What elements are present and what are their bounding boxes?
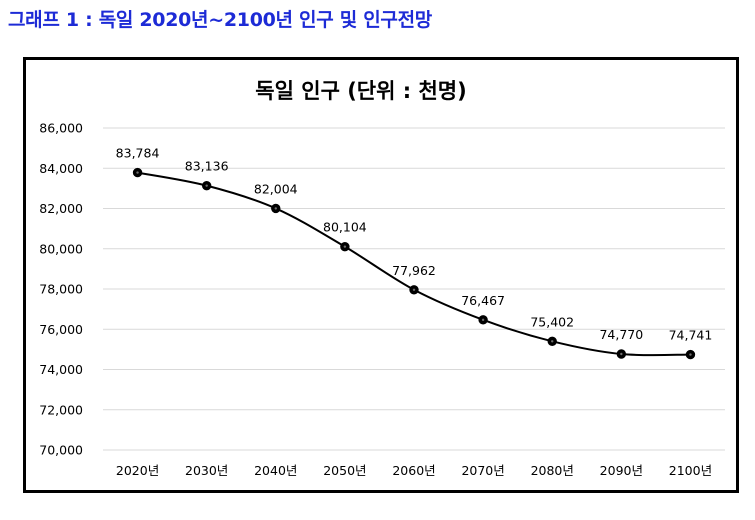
data-label: 80,104	[323, 220, 367, 235]
x-tick-label: 2080년	[531, 463, 574, 478]
y-tick-label: 80,000	[39, 241, 83, 256]
data-point-marker-center	[481, 318, 485, 322]
y-tick-label: 70,000	[39, 443, 83, 458]
data-label: 82,004	[254, 181, 298, 196]
x-tick-label: 2020년	[116, 463, 159, 478]
x-tick-label: 2040년	[254, 463, 297, 478]
y-axis-tick-labels: 70,000 72,000 74,000 76,000 78,000 80,000 82,0…	[39, 121, 83, 458]
y-tick-label: 72,000	[39, 402, 83, 417]
y-tick-label: 74,000	[39, 362, 83, 377]
y-tick-label: 78,000	[39, 282, 83, 297]
series-marker-layer	[132, 167, 696, 360]
x-tick-label: 2070년	[461, 463, 504, 478]
data-label: 77,962	[392, 263, 436, 278]
data-label: 74,741	[669, 328, 713, 343]
data-point-marker-center	[136, 171, 139, 174]
chart-frame: 독일 인구 (단위 : 천명) 70,000 72,000 74,000 76,000…	[23, 57, 739, 493]
data-label: 74,770	[599, 327, 643, 342]
data-label: 83,136	[185, 159, 229, 174]
y-tick-label: 76,000	[39, 322, 83, 337]
x-tick-label: 2060년	[392, 463, 435, 478]
data-point-marker-center	[205, 184, 208, 187]
data-point-marker-center	[551, 340, 554, 343]
data-point-marker-center	[274, 207, 277, 210]
data-point-marker-center	[343, 245, 347, 248]
data-label: 76,467	[461, 293, 505, 308]
x-tick-label: 2030년	[185, 463, 228, 478]
population-line-chart: 독일 인구 (단위 : 천명) 70,000 72,000 74,000 76,000…	[39, 79, 725, 478]
data-label: 83,784	[116, 146, 160, 161]
data-point-marker-center	[620, 352, 623, 356]
chart-title: 독일 인구 (단위 : 천명)	[255, 79, 466, 103]
x-tick-label: 2090년	[600, 463, 643, 478]
data-point-marker-center	[689, 353, 692, 356]
page-heading: 그래프 1 : 독일 2020년~2100년 인구 및 인구전망	[8, 9, 432, 31]
data-point-marker-center	[412, 288, 416, 291]
x-tick-label: 2050년	[323, 463, 366, 478]
y-tick-label: 82,000	[39, 201, 83, 216]
y-tick-label: 84,000	[39, 161, 83, 176]
data-label: 75,402	[530, 314, 574, 329]
x-tick-label: 2100년	[669, 463, 712, 478]
y-tick-label: 86,000	[39, 121, 83, 136]
data-label-layer: 83,784 83,136 82,004 80,104 77,962 76,467 75,4…	[116, 146, 713, 343]
x-axis-tick-labels: 2020년 2030년 2040년 2050년 2060년 2070년 2080년 2090년…	[116, 463, 712, 478]
